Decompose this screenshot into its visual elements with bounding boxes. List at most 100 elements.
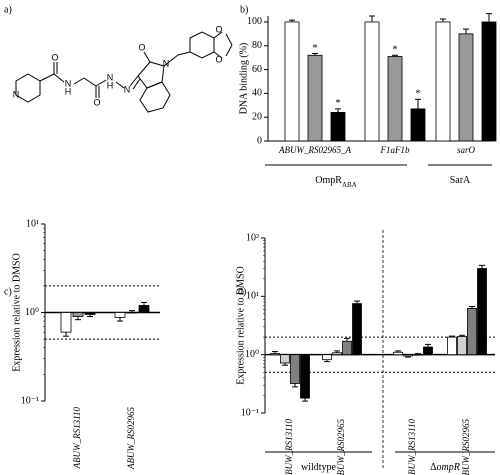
y-tick-label: 10¹	[246, 291, 259, 302]
x-tick-label: ABUW_RS02965	[461, 419, 471, 475]
y-tick-label: 0	[257, 135, 262, 146]
bar	[447, 336, 457, 356]
error-bar	[392, 54, 398, 57]
error-bar	[479, 264, 485, 269]
y-tick-label: 100	[247, 16, 262, 27]
x-tick-label: ABUW_RS13110	[72, 407, 82, 470]
bar	[307, 54, 323, 142]
error-bar	[289, 19, 295, 22]
x-tick-label: ABUW_RS13110	[284, 419, 294, 475]
error-bar	[440, 18, 446, 22]
bar	[284, 21, 300, 142]
bar	[393, 351, 403, 356]
y-tick-label: 10⁻¹	[241, 407, 259, 418]
group-label: SarA	[450, 175, 471, 186]
atom-label: O	[215, 24, 222, 34]
y-axis-label: Expression relative to DMSO	[235, 266, 246, 385]
bar	[352, 303, 362, 356]
y-tick-label: 10⁰	[245, 349, 259, 360]
y-tick-label: 10¹	[26, 218, 39, 229]
error-bar	[335, 108, 341, 113]
error-bar	[459, 334, 465, 337]
bar	[435, 21, 451, 142]
bar	[342, 340, 352, 356]
error-bar	[425, 343, 431, 348]
bar	[332, 352, 342, 356]
error-bar	[463, 28, 469, 34]
bar	[457, 336, 467, 356]
atom-label: H	[65, 86, 72, 96]
error-bar	[324, 359, 330, 363]
error-bar	[369, 15, 375, 22]
bar	[60, 312, 72, 333]
bar	[481, 21, 497, 142]
bar	[138, 305, 150, 313]
error-bar	[117, 317, 123, 322]
bar	[330, 112, 346, 142]
group-label: ΔompR	[430, 462, 460, 473]
bar	[114, 312, 126, 318]
group-italic: ompR	[437, 462, 460, 473]
bar	[280, 354, 290, 364]
y-tick-label: 10²	[246, 232, 259, 243]
error-bar	[141, 301, 147, 306]
error-bar	[415, 353, 421, 355]
error-bar	[405, 355, 411, 358]
atom-label: N	[65, 78, 72, 88]
bar	[290, 354, 300, 384]
group-name: OmpR	[315, 175, 342, 186]
error-bar	[87, 314, 93, 318]
error-bar	[415, 98, 421, 109]
bar	[322, 354, 332, 361]
bar	[467, 308, 477, 356]
molecule	[15, 31, 233, 113]
x-tick-label: ABUW_RS13110	[407, 419, 417, 475]
group-label: wildtype	[301, 462, 337, 473]
atom-label: O	[93, 97, 100, 107]
bar	[413, 354, 423, 356]
group-name: SarA	[450, 175, 471, 186]
error-bar	[129, 310, 135, 313]
atom-label: N	[13, 89, 20, 99]
error-bar	[449, 335, 455, 338]
atom-label: N	[163, 58, 170, 68]
error-bar	[334, 350, 340, 353]
y-tick-label: 40	[252, 88, 262, 99]
bar	[458, 33, 474, 142]
panel-label: b)	[240, 4, 248, 15]
bar	[387, 56, 403, 142]
error-bar	[486, 13, 492, 22]
significance: *	[336, 98, 341, 109]
y-tick-label: 10⁻¹	[21, 395, 39, 406]
bar	[410, 108, 426, 142]
panel-label: d)	[238, 286, 246, 297]
error-bar	[395, 350, 401, 353]
group-sub: ABA	[342, 181, 357, 189]
y-axis-label: DNA binding (%)	[238, 43, 249, 115]
error-bar	[272, 351, 278, 354]
bar	[84, 312, 96, 315]
bar	[72, 312, 84, 317]
x-tick-label: ABUW_RS02965_A	[278, 145, 351, 155]
atom-label: O	[215, 54, 222, 64]
y-tick-label: 10⁰	[25, 307, 39, 318]
significance: *	[416, 89, 421, 100]
atom-label: O	[138, 42, 145, 52]
x-tick-label: F1aF1b	[380, 145, 410, 155]
error-bar	[292, 383, 298, 388]
error-bar	[282, 362, 288, 366]
atom-label: O	[51, 52, 58, 62]
y-tick-label: 60	[252, 64, 262, 75]
bar	[423, 346, 433, 356]
x-tick-label: ABUW_RS02965	[126, 407, 136, 470]
error-bar	[344, 337, 350, 342]
error-bar	[63, 332, 69, 337]
error-bar	[312, 53, 318, 56]
atom-label: N	[107, 72, 114, 82]
atom-label: N	[124, 84, 131, 94]
group-name: Δ	[430, 462, 437, 473]
y-tick-label: 80	[252, 40, 262, 51]
atom-label: H	[107, 80, 114, 90]
y-tick-label: 20	[252, 111, 262, 122]
